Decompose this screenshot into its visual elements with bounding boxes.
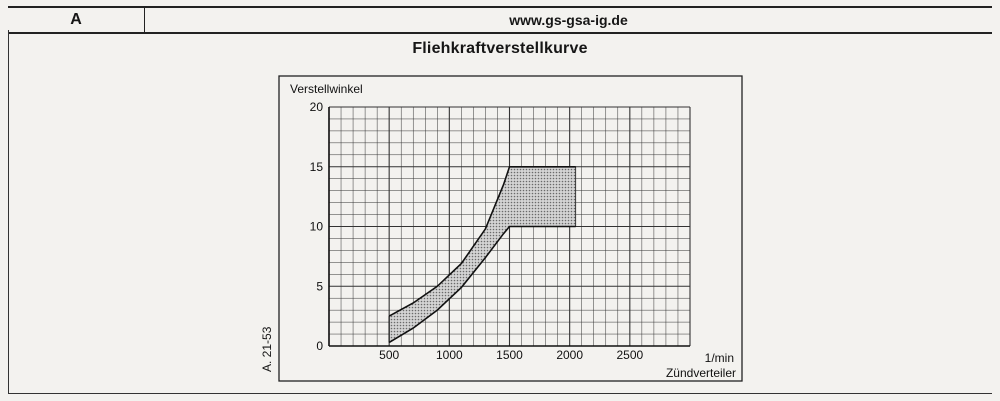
y-axis-label: Verstellwinkel [290,82,363,96]
document-code: A. 21-53 [260,327,274,372]
x-tick-label: 2000 [556,348,583,362]
advance-band [389,167,576,343]
y-tick-label: 5 [316,279,323,293]
advance-band-fill [389,167,576,343]
x-unit-label: 1/min [705,351,734,365]
x-tick-label: 1000 [436,348,463,362]
y-tick-label: 15 [310,160,324,174]
x-axis-label: Zündverteiler [666,366,736,380]
x-tick-label: 1500 [496,348,523,362]
x-tick-label: 500 [379,348,399,362]
chart-labels: 0 5 10 15 20 500 1000 1500 2000 2500 Verstellwinke… [290,82,736,380]
y-tick-label: 10 [310,220,324,234]
y-tick-label: 20 [310,100,324,114]
chart-frame [279,76,742,381]
x-tick-label: 2500 [616,348,643,362]
y-tick-label: 0 [316,339,323,353]
